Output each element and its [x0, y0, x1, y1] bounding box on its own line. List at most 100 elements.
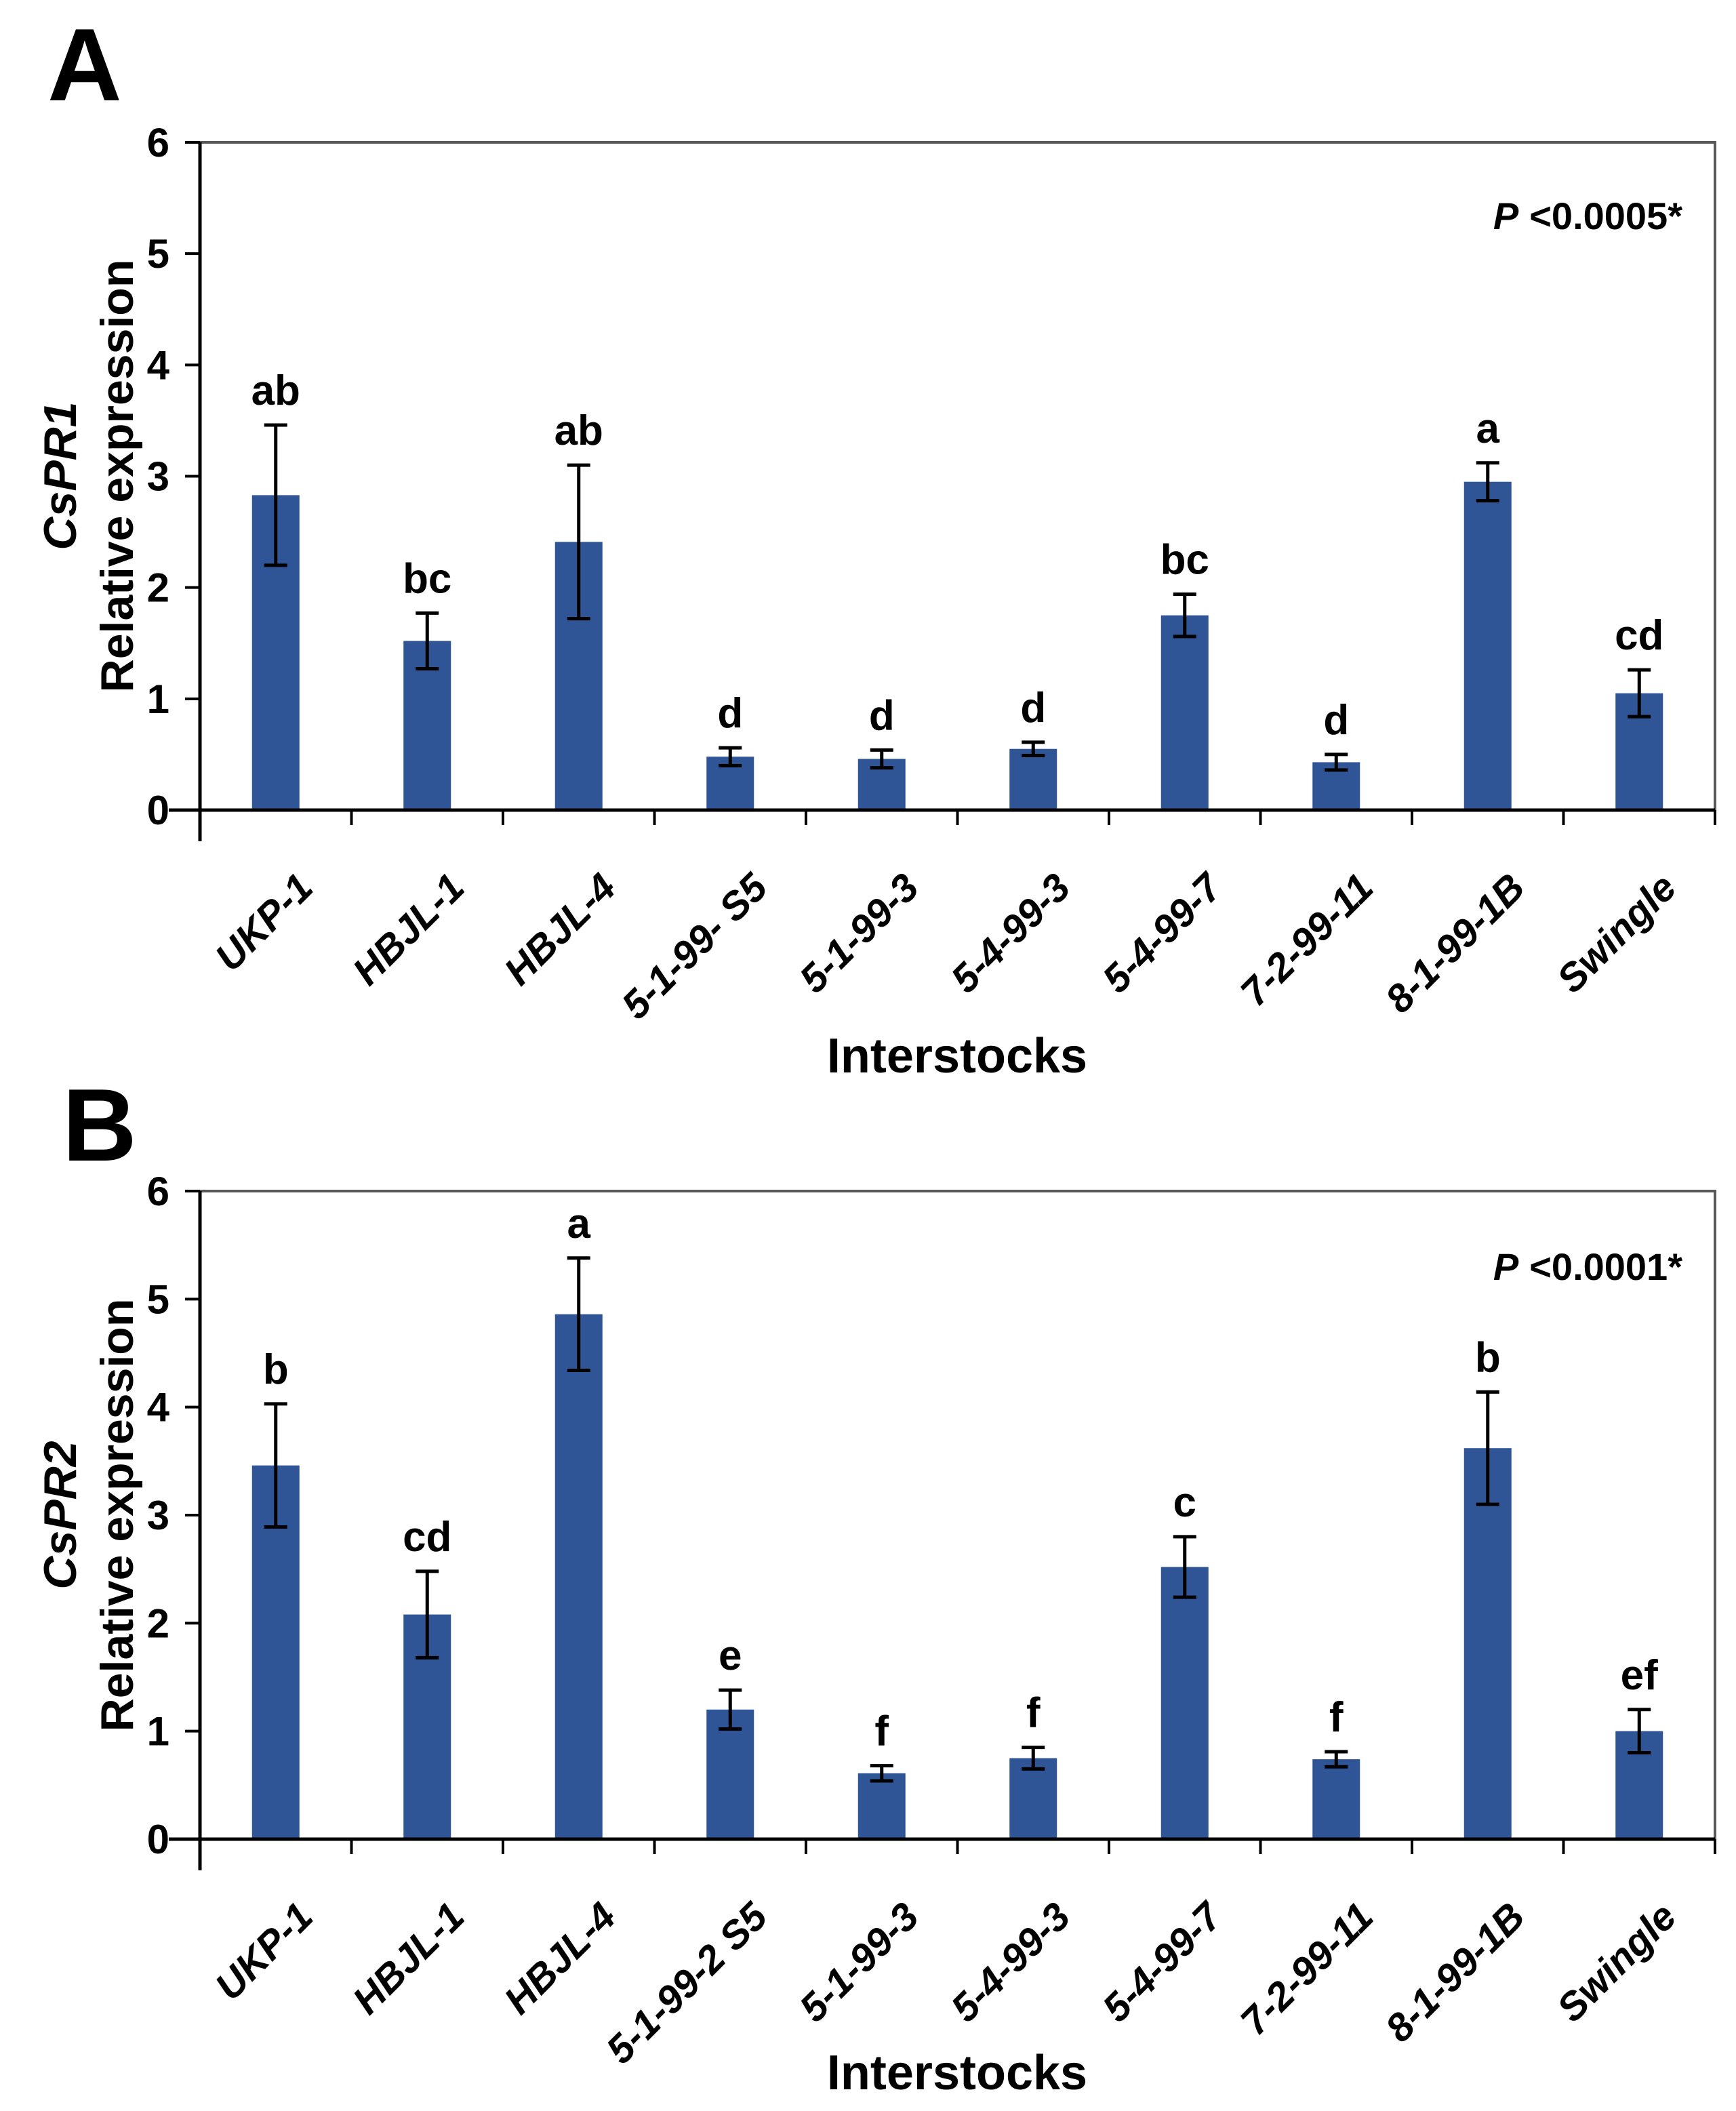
x-tick-label-swingle: Swingle: [1549, 865, 1685, 1001]
sig-letter-hbjl-1: bc: [403, 555, 451, 602]
sig-letter-5-1-99-s5: d: [717, 690, 743, 737]
y-tick-label-3: 3: [147, 1493, 169, 1538]
x-tick-label-hbjl-1: HBJL-1: [344, 1894, 473, 2023]
error-bar-hbjl-1: [416, 611, 439, 671]
sig-letter-5-4-99-3: f: [1026, 1690, 1041, 1737]
sig-letter-8-1-99-1b: a: [1476, 405, 1500, 452]
panel-a-label: A: [47, 7, 122, 123]
y-tick-label-5: 5: [147, 231, 169, 277]
panel-a-y-axis-gene: CsPR1: [35, 401, 86, 550]
y-tick-label-1: 1: [147, 1709, 169, 1754]
panel-b-chart: b UKP-1 cd HBJL-1 a HBJL-4 e 5-1-99-2 S5 f 5-1-99…: [147, 1169, 1716, 2072]
sig-letter-7-2-99-11: f: [1329, 1694, 1344, 1741]
bar-5-4-99-7: [1160, 615, 1209, 810]
error-bar-5-1-99-2-s5: [719, 1688, 742, 1731]
sig-letter-5-4-99-3: d: [1020, 685, 1046, 731]
error-bar-hbjl-4: [567, 463, 590, 621]
error-bar-swingle: [1628, 1708, 1651, 1755]
x-tick-label-5-1-99-s5: 5-1-99- S5: [613, 865, 776, 1028]
sig-letter-hbjl-1: cd: [403, 1514, 451, 1561]
x-tick-label-5-4-99-7: 5-4-99-7: [1094, 864, 1232, 1001]
sig-letter-ukp-1: b: [263, 1346, 289, 1393]
panel-a-x-axis-title: Interstocks: [827, 1029, 1087, 1083]
panel-b-y-axis-gene: CsPR2: [35, 1441, 86, 1589]
panel-b-p-symbol: P: [1493, 1245, 1519, 1288]
error-bar-hbjl-1: [416, 1569, 439, 1660]
panel-b-x-axis-title: Interstocks: [827, 2046, 1087, 2100]
x-tick-label-hbjl-1: HBJL-1: [344, 865, 473, 994]
panel-a-p-text: <0.0005*: [1529, 195, 1682, 237]
sig-letter-5-1-99-2-s5: e: [719, 1632, 742, 1679]
y-tick-label-2: 2: [147, 1601, 169, 1646]
bar-hbjl-4: [554, 1314, 603, 1839]
y-tick-label-6: 6: [147, 1169, 169, 1214]
x-tick-label-5-1-99-3: 5-1-99-3: [791, 865, 927, 1001]
panel-a-p-symbol: P: [1493, 195, 1519, 237]
sig-letter-5-1-99-3: d: [869, 692, 895, 739]
error-bar-8-1-99-1b: [1476, 461, 1499, 503]
error-bar-8-1-99-1b: [1476, 1390, 1499, 1506]
x-tick-label-8-1-99-1b: 8-1-99-1B: [1377, 1894, 1533, 2051]
panel-a-p-value: P <0.0005*: [1493, 195, 1682, 237]
sig-letter-swingle: ef: [1621, 1652, 1658, 1699]
bar-5-4-99-3: [1009, 1758, 1057, 1839]
error-bar-5-4-99-7: [1173, 1535, 1196, 1599]
y-tick-label-0: 0: [147, 788, 169, 833]
x-tick-label-hbjl-4: HBJL-4: [496, 865, 624, 994]
error-bar-hbjl-4: [567, 1256, 590, 1372]
panel-b-label: B: [62, 1068, 137, 1183]
error-bar-ukp-1: [264, 1402, 287, 1529]
panel-a-chart: ab UKP-1 bc HBJL-1 ab HBJL-4 d 5-1-99- S5 d 5-1-9…: [147, 120, 1716, 1028]
panel-b-p-text: <0.0001*: [1529, 1245, 1682, 1288]
bar-5-1-99-2-s5: [706, 1709, 754, 1839]
sig-letter-5-1-99-3: f: [874, 1708, 889, 1755]
error-bar-5-4-99-3: [1022, 1746, 1045, 1771]
bar-5-1-99-3: [857, 1773, 906, 1839]
sig-letter-hbjl-4: ab: [554, 407, 603, 454]
x-tick-label-5-1-99-2-s5: 5-1-99-2 S5: [598, 1894, 776, 2072]
x-tick-label-5-1-99-3: 5-1-99-3: [791, 1894, 927, 2030]
x-tick-label-5-4-99-3: 5-4-99-3: [942, 865, 1078, 1001]
error-bar-ukp-1: [264, 423, 287, 567]
bar-7-2-99-11: [1312, 1759, 1360, 1839]
sig-letter-8-1-99-1b: b: [1475, 1334, 1501, 1381]
error-bar-5-1-99-s5: [719, 746, 742, 767]
error-bar-swingle: [1628, 668, 1651, 719]
x-tick-label-7-2-99-11: 7-2-99-11: [1232, 1894, 1382, 2044]
y-tick-label-2: 2: [147, 565, 169, 611]
error-bar-5-4-99-7: [1173, 592, 1196, 639]
y-tick-label-5: 5: [147, 1276, 169, 1322]
bar-8-1-99-1b: [1464, 481, 1512, 810]
sig-letter-swingle: cd: [1615, 612, 1663, 659]
sig-letter-ukp-1: ab: [251, 367, 300, 414]
y-tick-label-4: 4: [147, 1385, 170, 1430]
x-tick-label-5-4-99-3: 5-4-99-3: [942, 1894, 1078, 2030]
x-tick-label-swingle: Swingle: [1549, 1894, 1685, 2030]
y-tick-label-4: 4: [147, 342, 170, 388]
panel-a-y-axis-title: Relative expression: [92, 260, 143, 693]
x-tick-label-5-4-99-7: 5-4-99-7: [1094, 1893, 1232, 2030]
sig-letter-hbjl-4: a: [567, 1201, 591, 1247]
x-tick-label-ukp-1: UKP-1: [207, 1894, 321, 2009]
y-tick-label-3: 3: [147, 454, 169, 500]
y-tick-label-1: 1: [147, 677, 169, 722]
x-tick-label-8-1-99-1b: 8-1-99-1B: [1377, 865, 1533, 1022]
x-tick-label-hbjl-4: HBJL-4: [496, 1894, 624, 2023]
panel-b-y-axis-title: Relative expression: [92, 1299, 143, 1732]
bar-5-4-99-7: [1160, 1567, 1209, 1839]
sig-letter-5-4-99-7: bc: [1160, 537, 1209, 584]
sig-letter-7-2-99-11: d: [1323, 697, 1349, 744]
panel-b-p-value: P <0.0001*: [1493, 1245, 1682, 1288]
x-tick-label-7-2-99-11: 7-2-99-11: [1232, 865, 1382, 1015]
y-tick-label-6: 6: [147, 120, 169, 165]
bar-8-1-99-1b: [1464, 1448, 1512, 1839]
error-bar-5-1-99-3: [870, 1764, 893, 1783]
error-bar-5-1-99-3: [870, 748, 893, 770]
x-tick-label-ukp-1: UKP-1: [207, 865, 321, 980]
y-tick-label-0: 0: [147, 1817, 169, 1862]
bar-5-4-99-3: [1009, 748, 1057, 810]
error-bar-5-4-99-3: [1022, 740, 1045, 758]
error-bar-7-2-99-11: [1325, 752, 1348, 772]
